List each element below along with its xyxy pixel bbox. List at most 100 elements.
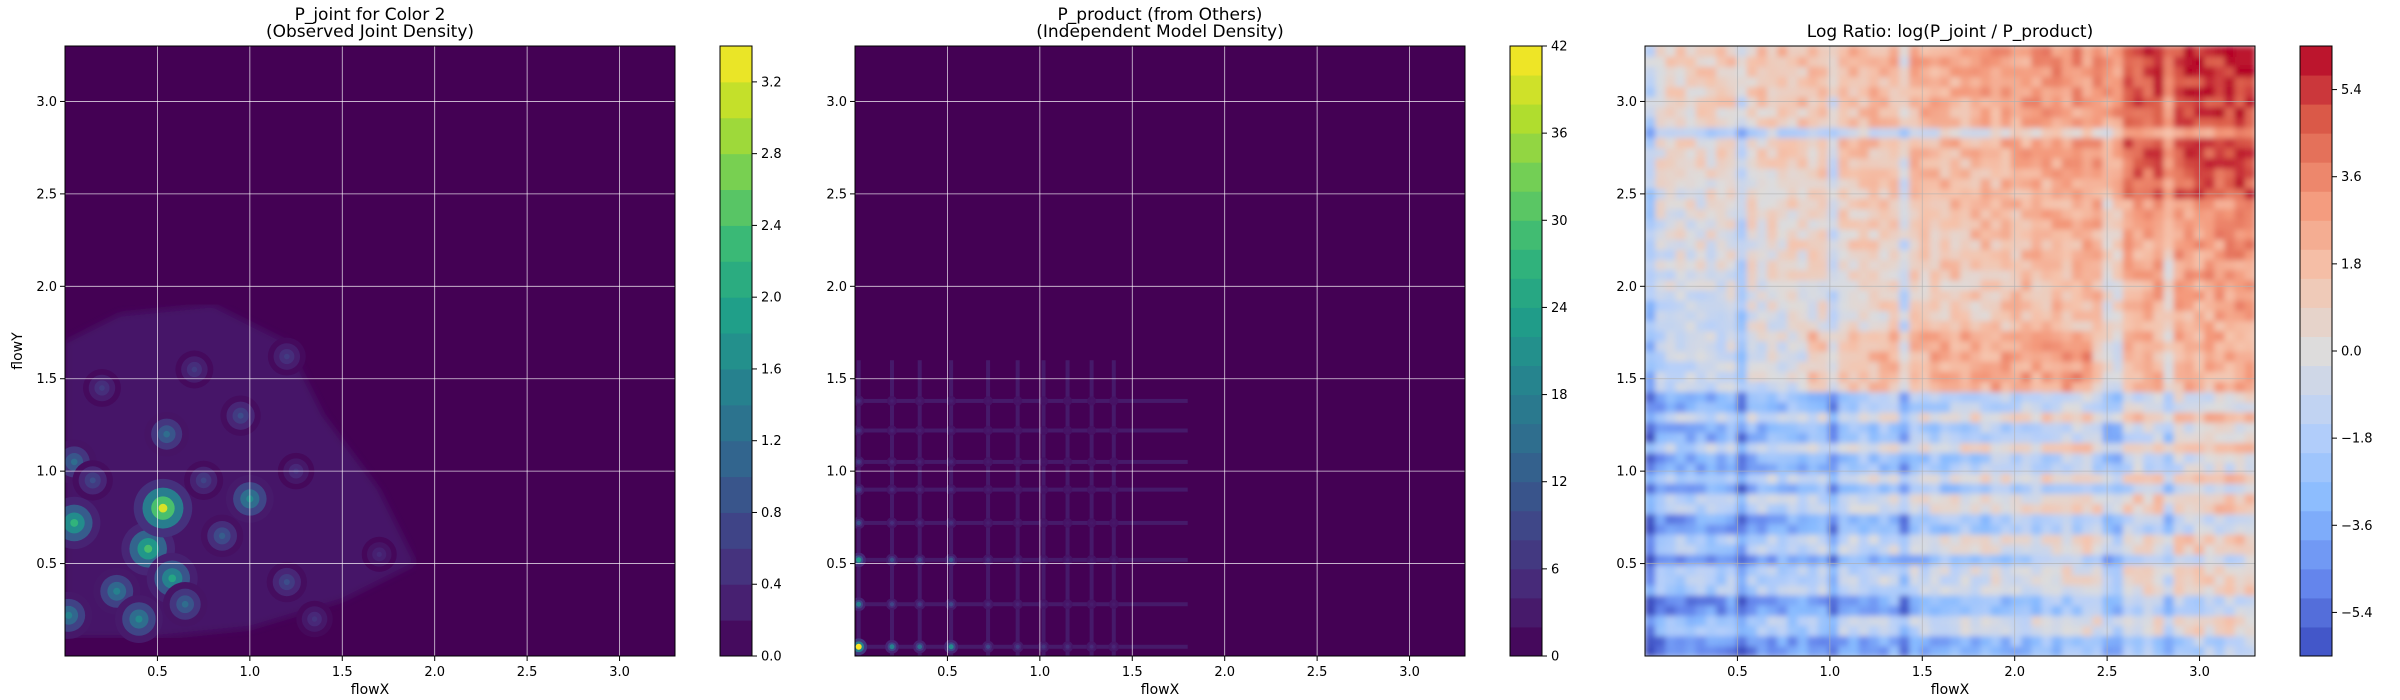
ratio-cell	[1838, 625, 1849, 637]
ratio-cell	[2133, 635, 2144, 647]
ratio-cell	[1767, 615, 1778, 627]
ratio-cell	[1817, 361, 1829, 372]
ratio-cell	[2072, 432, 2083, 444]
ratio-cell	[1868, 320, 1880, 332]
ratio-cell	[1980, 168, 1992, 179]
ratio-cell	[2224, 574, 2236, 586]
colorbar-level	[1510, 249, 1542, 279]
ratio-cell	[1685, 310, 1697, 322]
ratio-cell	[1848, 462, 1860, 474]
ratio-cell	[2102, 178, 2114, 189]
ratio-cell	[1868, 615, 1880, 627]
ratio-cell	[1980, 86, 1992, 98]
product-spot	[982, 598, 994, 610]
ratio-cell	[1848, 249, 1860, 261]
ratio-cell	[1990, 76, 2002, 88]
ratio-cell	[2051, 534, 2063, 545]
ratio-cell	[1787, 218, 1799, 230]
ratio-cell	[1858, 564, 1870, 576]
ratio-cell	[2163, 290, 2175, 301]
ratio-cell	[1726, 96, 1738, 108]
ratio-cell	[1970, 584, 1982, 596]
ratio-cell	[2082, 290, 2093, 301]
ratio-cell	[1695, 503, 1707, 515]
ratio-cell	[2061, 554, 2073, 566]
ratio-cell	[2072, 371, 2083, 383]
ratio-cell	[1716, 96, 1727, 108]
ratio-cell	[2204, 320, 2215, 332]
ratio-cell	[2041, 564, 2053, 576]
ratio-cell	[2092, 483, 2104, 494]
ratio-cell	[1695, 473, 1707, 484]
ratio-cell	[1929, 259, 1941, 271]
ratio-cell	[2244, 554, 2255, 566]
product-spot	[1086, 641, 1097, 653]
ratio-cell	[1675, 452, 1687, 464]
y-tick-label: 2.0	[826, 280, 847, 295]
ratio-cell	[1990, 96, 2002, 108]
colorbar-level	[1510, 278, 1542, 308]
ratio-cell	[2244, 635, 2255, 647]
ratio-cell	[1848, 127, 1860, 139]
ratio-cell	[2061, 544, 2073, 555]
ratio-cell	[1787, 625, 1799, 637]
ratio-cell	[1645, 351, 1656, 362]
ratio-cell	[1878, 391, 1890, 403]
ratio-cell	[1726, 361, 1738, 372]
ratio-cell	[1655, 462, 1666, 474]
ratio-cell	[2224, 534, 2236, 545]
ratio-cell	[2163, 483, 2175, 494]
ratio-cell	[1726, 178, 1738, 189]
ratio-cell	[1858, 351, 1870, 362]
ratio-cell	[2112, 452, 2124, 464]
ratio-cell	[1746, 625, 1758, 637]
ratio-cell	[2133, 320, 2144, 332]
ratio-cell	[2041, 371, 2053, 383]
ratio-cell	[1939, 523, 1951, 535]
ratio-cell	[2011, 595, 2022, 606]
ratio-cell	[1746, 473, 1758, 484]
ratio-cell	[2204, 76, 2215, 88]
ratio-cell	[2051, 523, 2063, 535]
ratio-cell	[1990, 503, 2002, 515]
ratio-cell	[2092, 86, 2104, 98]
ratio-cell	[2204, 107, 2215, 118]
product-spot	[886, 517, 898, 529]
ratio-cell	[2051, 554, 2063, 566]
ratio-cell	[2061, 635, 2073, 647]
ratio-cell	[2021, 523, 2032, 535]
ratio-cell	[2244, 381, 2255, 393]
ratio-cell	[1655, 595, 1666, 606]
ratio-cell	[1939, 615, 1951, 627]
ratio-cell	[2244, 432, 2255, 444]
ratio-cell	[2122, 452, 2134, 464]
ratio-cell	[1736, 290, 1748, 301]
ratio-cell	[1980, 605, 1992, 616]
ratio-cell	[2163, 625, 2175, 637]
ratio-cell	[1777, 645, 1788, 656]
ratio-cell	[1899, 239, 1910, 250]
ratio-cell	[2061, 218, 2073, 230]
ratio-cell	[1665, 483, 1677, 494]
ratio-cell	[1838, 218, 1849, 230]
ratio-cell	[2122, 269, 2134, 281]
ratio-cell	[1960, 564, 1971, 576]
ratio-cell	[1970, 229, 1982, 240]
ratio-cell	[1665, 412, 1677, 423]
ratio-cell	[1950, 493, 1961, 505]
ratio-cell	[1645, 595, 1656, 606]
ratio-cell	[1797, 493, 1809, 505]
product-spot	[1109, 457, 1119, 467]
ratio-cell	[1970, 168, 1982, 179]
ratio-cell	[2143, 127, 2154, 139]
ratio-cell	[2072, 178, 2083, 189]
ratio-cell	[1716, 635, 1727, 647]
ratio-cell	[1706, 137, 1717, 149]
ratio-cell	[1655, 564, 1666, 576]
ratio-cell	[1695, 147, 1707, 159]
ratio-cell	[2122, 645, 2134, 656]
ratio-cell	[1909, 442, 1921, 454]
ratio-cell	[1807, 513, 1819, 525]
ratio-cell	[2112, 361, 2124, 372]
ratio-cell	[2133, 574, 2144, 586]
